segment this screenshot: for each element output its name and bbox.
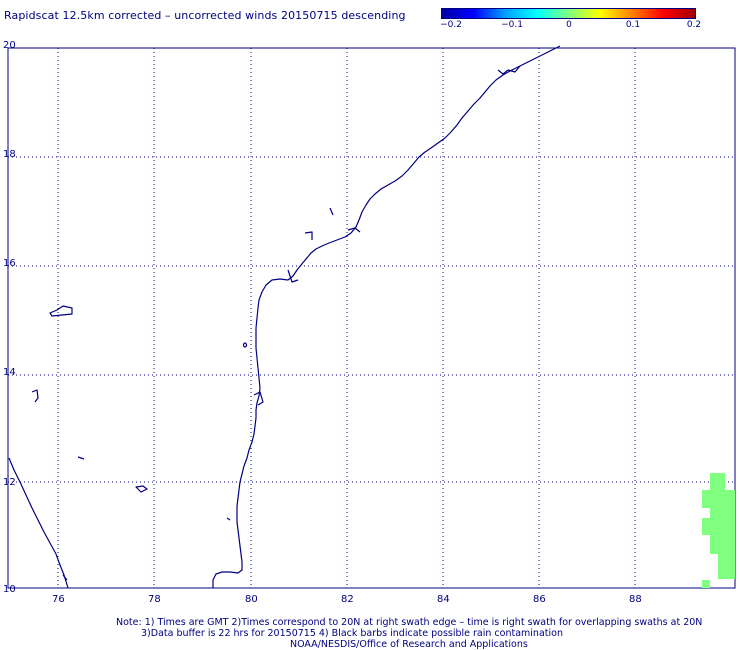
graticule <box>8 48 735 588</box>
lon-label: 86 <box>533 594 546 605</box>
lat-label: 20 <box>3 40 16 51</box>
footnote-line-2: 3)Data buffer is 22 hrs for 20150715 4) … <box>141 628 563 639</box>
east-coast-line <box>212 45 561 588</box>
colorbar-tick-label: 0.2 <box>686 20 702 30</box>
colorbar <box>441 8 696 19</box>
lon-label: 78 <box>148 594 161 605</box>
colorbar-tick-label: −0.2 <box>440 20 462 30</box>
lon-label: 88 <box>629 594 642 605</box>
lat-label: 16 <box>3 258 16 269</box>
wind-cell <box>710 473 725 490</box>
lat-label: 12 <box>3 477 16 488</box>
lon-label: 84 <box>437 594 450 605</box>
lat-label: 14 <box>3 367 16 378</box>
lon-label: 80 <box>245 594 258 605</box>
lon-label: 76 <box>52 594 65 605</box>
colorbar-tick-label: −0.1 <box>501 20 523 30</box>
wind-cell <box>702 490 735 508</box>
footnote-line-1: Note: 1) Times are GMT 2)Times correspon… <box>116 617 703 628</box>
wind-cell <box>702 518 735 535</box>
colorbar-tick-label: 0 <box>566 20 572 30</box>
coastline <box>8 45 561 589</box>
map-title: Rapidscat 12.5km corrected – uncorrected… <box>4 9 406 22</box>
wind-cell <box>702 580 710 588</box>
lat-label: 10 <box>3 584 16 595</box>
colorbar-tick-label: 0.1 <box>625 20 641 30</box>
wind-cell <box>710 508 735 518</box>
footnote-line-3: NOAA/NESDIS/Office of Research and Appli… <box>290 639 528 650</box>
wind-cell <box>710 535 735 554</box>
wind-cells <box>702 473 735 588</box>
map-frame <box>7 47 736 589</box>
lon-label: 82 <box>341 594 354 605</box>
wind-cell <box>718 554 735 579</box>
lat-label: 18 <box>3 149 16 160</box>
